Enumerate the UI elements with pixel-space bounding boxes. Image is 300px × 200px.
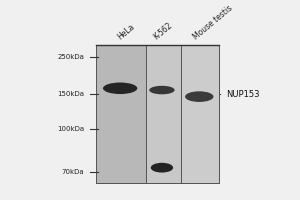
Ellipse shape (149, 86, 175, 94)
Bar (96, 45, 219, 183)
Text: Mouse testis: Mouse testis (191, 3, 234, 41)
Ellipse shape (185, 91, 214, 102)
Bar (182, 45, 219, 183)
Text: HeLa: HeLa (116, 22, 136, 41)
Text: K-562: K-562 (152, 20, 174, 41)
Text: 250kDa: 250kDa (57, 54, 84, 60)
Bar (96, 45, 219, 183)
Text: NUP153: NUP153 (220, 90, 260, 99)
Text: 150kDa: 150kDa (57, 91, 84, 97)
Bar (146, 45, 182, 183)
Text: 70kDa: 70kDa (62, 169, 84, 175)
Text: 100kDa: 100kDa (57, 126, 84, 132)
Ellipse shape (103, 83, 137, 94)
Ellipse shape (151, 163, 173, 173)
Bar (96, 45, 146, 183)
